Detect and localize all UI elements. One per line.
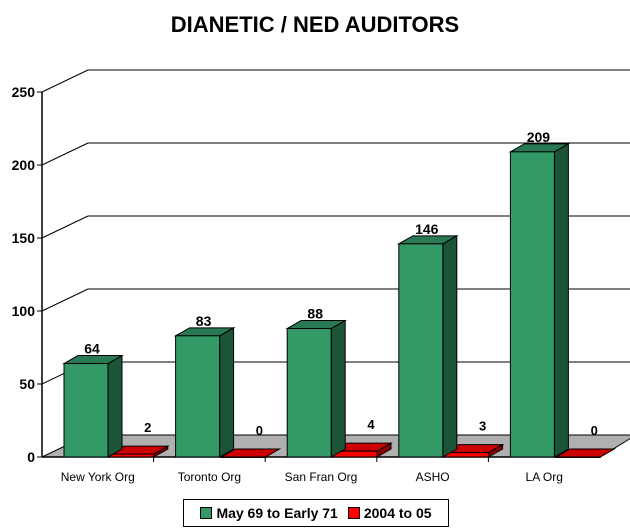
bar-series-1	[175, 335, 221, 458]
gridline-diagonal	[41, 288, 89, 312]
legend-item-series-2: 2004 to 05	[347, 505, 432, 521]
bar-series-1-side	[219, 326, 235, 458]
chart-title: DIANETIC / NED AUDITORS	[170, 12, 460, 37]
bar-series-1	[398, 243, 444, 458]
x-tick-label: Toronto Org	[178, 470, 241, 484]
x-tick-label: ASHO	[416, 470, 450, 484]
bar-series-2	[444, 452, 490, 458]
data-label-series-1: 146	[415, 221, 439, 237]
y-tick-label: 0	[27, 449, 35, 465]
bar-series-1-side	[553, 142, 569, 458]
y-tick-label: 200	[12, 157, 36, 173]
legend-label-series-1: May 69 to Early 71	[216, 505, 338, 521]
x-tick-label: New York Org	[61, 470, 135, 484]
bar-series-1	[286, 328, 332, 458]
y-tick-label: 100	[12, 303, 36, 319]
bar-series-1-side	[330, 319, 346, 458]
legend: May 69 to Early 71 2004 to 05	[183, 499, 449, 527]
legend-item-series-1: May 69 to Early 71	[200, 505, 338, 521]
gridline-diagonal	[41, 69, 89, 93]
data-label-series-1: 88	[307, 306, 323, 322]
bar-series-1	[509, 151, 555, 458]
gridline-diagonal	[41, 215, 89, 239]
data-label-series-1: 83	[196, 313, 212, 329]
data-label-series-2: 3	[479, 419, 486, 434]
data-label-series-2: 4	[367, 417, 375, 432]
data-label-series-2: 2	[144, 420, 151, 435]
x-tick-label: San Fran Org	[285, 470, 358, 484]
bar-series-1-side	[107, 354, 123, 458]
data-label-series-2: 0	[256, 423, 263, 438]
y-tick-label: 250	[12, 84, 36, 100]
bar-series-2	[220, 456, 266, 458]
data-label-series-1: 209	[527, 129, 551, 145]
legend-swatch-series-2	[347, 507, 360, 519]
bar-series-2	[555, 456, 601, 458]
y-tick-label: 150	[12, 230, 36, 246]
bar-series-1-side	[442, 234, 458, 458]
y-tick-label: 50	[19, 376, 35, 392]
legend-label-series-2: 2004 to 05	[363, 505, 432, 521]
data-label-series-1: 64	[84, 341, 100, 357]
data-label-series-2: 0	[591, 423, 598, 438]
legend-swatch-series-1	[200, 507, 213, 519]
bar-series-1	[63, 363, 109, 458]
gridline-diagonal	[41, 142, 89, 166]
bar-series-2	[109, 453, 155, 458]
x-tick-label: LA Org	[526, 470, 563, 484]
